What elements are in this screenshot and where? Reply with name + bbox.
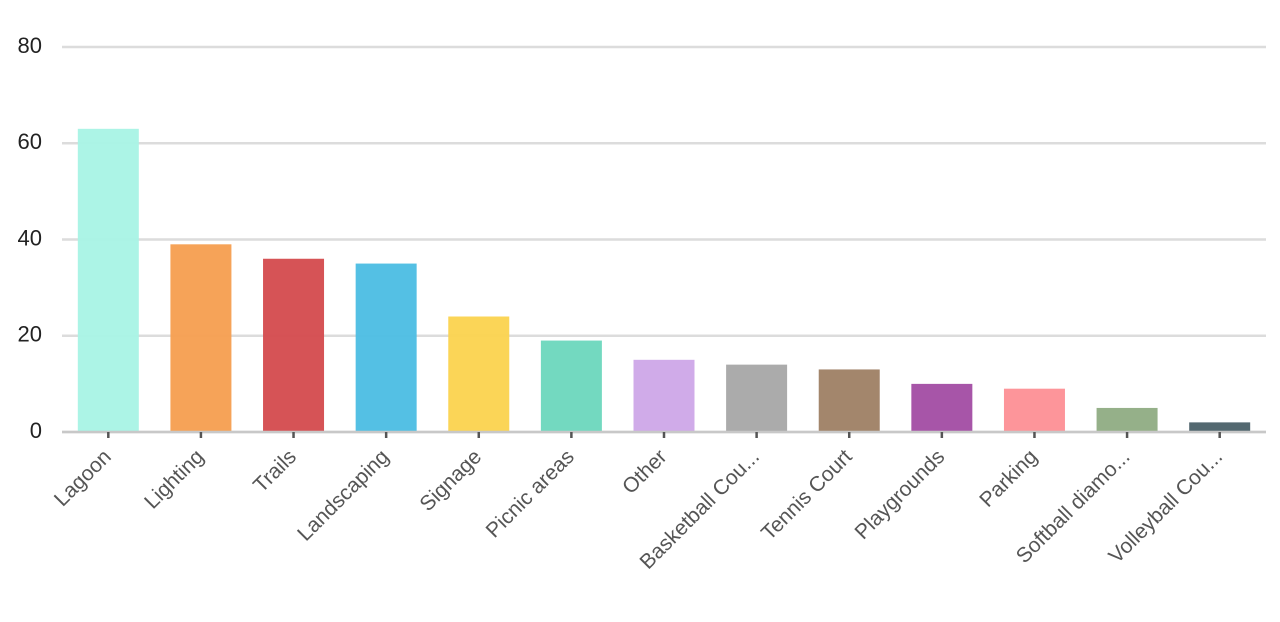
bar <box>726 364 788 432</box>
bar <box>818 369 880 432</box>
x-tick-label: Playgrounds <box>850 445 949 544</box>
y-tick-label: 0 <box>30 418 42 443</box>
bar <box>448 316 510 432</box>
y-tick-label: 80 <box>18 33 42 58</box>
bar <box>911 383 973 432</box>
x-tick-label: Signage <box>415 445 486 516</box>
x-tick-label: Other <box>618 445 671 498</box>
bar <box>263 258 325 432</box>
x-tick-label: Trails <box>249 445 301 497</box>
y-tick-label: 40 <box>18 225 42 250</box>
x-tick-label: Parking <box>975 445 1042 512</box>
y-tick-label: 60 <box>18 129 42 154</box>
bar <box>633 359 695 432</box>
bar <box>540 340 602 432</box>
x-tick-label: Tennis Court <box>757 445 857 545</box>
x-tick-label: Picnic areas <box>482 445 579 542</box>
bar <box>1189 422 1251 432</box>
x-tick-label: Landscaping <box>293 445 393 545</box>
bar <box>355 263 417 432</box>
bar <box>1003 388 1065 432</box>
bar <box>1096 407 1158 432</box>
bar <box>77 128 139 432</box>
x-tick-label: Lighting <box>140 445 208 513</box>
x-tick-label: Lagoon <box>50 445 116 511</box>
bar <box>170 244 232 432</box>
y-tick-label: 20 <box>18 322 42 347</box>
